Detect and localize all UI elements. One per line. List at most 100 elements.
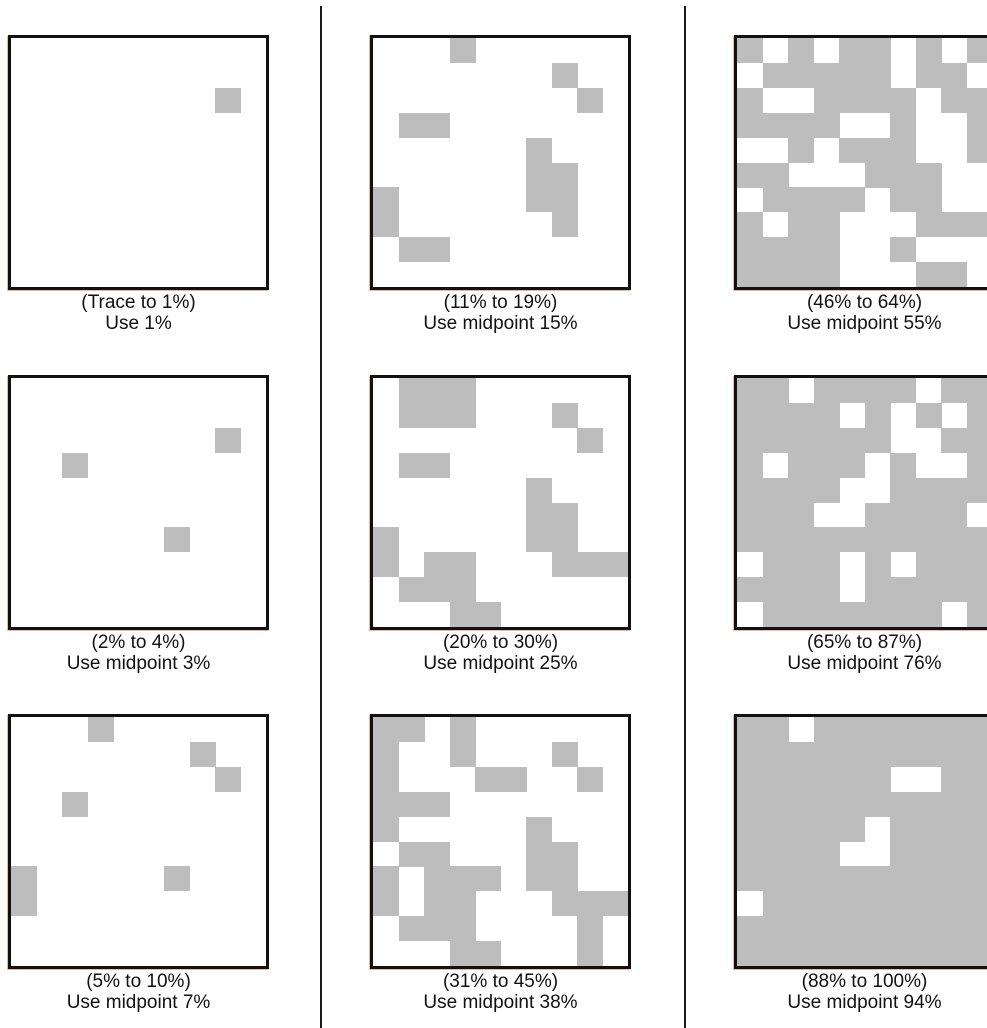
filled-cell (737, 237, 763, 263)
coverage-panel: (65% to 87%) Use midpoint 76% (734, 375, 987, 680)
filled-cell (449, 941, 476, 966)
panel-caption: (2% to 4%) Use midpoint 3% (0, 632, 279, 674)
range-label: (Trace to 1%) (81, 292, 196, 313)
filled-cell (577, 891, 603, 917)
filled-cell (788, 112, 814, 138)
filled-cell (839, 916, 865, 942)
filled-cell (788, 187, 814, 213)
filled-cell (839, 941, 865, 966)
filled-cell (577, 552, 603, 578)
coverage-grid (734, 35, 987, 290)
filled-cell (526, 477, 552, 503)
filled-cell (577, 427, 603, 453)
filled-cell (449, 741, 476, 767)
use-label: Use midpoint 38% (423, 992, 578, 1013)
filled-cell (966, 866, 987, 892)
filled-cell (864, 378, 891, 403)
filled-cell (813, 378, 840, 403)
filled-cell (737, 941, 763, 966)
filled-cell (839, 137, 865, 163)
filled-cell (551, 62, 578, 88)
filled-cell (762, 866, 789, 892)
coverage-panel: (2% to 4%) Use midpoint 3% (8, 375, 269, 680)
filled-cell (864, 891, 891, 917)
filled-cell (788, 137, 814, 163)
filled-cell (762, 187, 789, 213)
filled-cell (813, 262, 840, 287)
filled-cell (813, 791, 840, 817)
filled-cell (941, 427, 967, 453)
filled-cell (762, 717, 789, 742)
filled-cell (788, 916, 814, 942)
filled-cell (788, 502, 814, 528)
coverage-grid (734, 375, 987, 630)
filled-cell (890, 816, 916, 842)
filled-cell (813, 766, 840, 792)
filled-cell (577, 916, 603, 942)
range-label: (46% to 64%) (806, 292, 923, 313)
panel-caption: (46% to 64%) Use midpoint 55% (724, 292, 987, 334)
filled-cell (890, 577, 916, 603)
filled-cell (602, 552, 628, 578)
filled-cell (551, 162, 578, 188)
filled-cell (737, 262, 763, 287)
coverage-grid (370, 35, 631, 290)
filled-cell (813, 717, 840, 742)
filled-cell (864, 791, 891, 817)
filled-cell (62, 791, 88, 817)
filled-cell (737, 502, 763, 528)
coverage-panel: (46% to 64%) Use midpoint 55% (734, 35, 987, 340)
filled-cell (890, 717, 916, 742)
filled-cell (737, 791, 763, 817)
filled-cell (577, 87, 603, 113)
filled-cell (737, 452, 763, 478)
filled-cell (788, 38, 814, 63)
filled-cell (966, 766, 987, 792)
filled-cell (788, 452, 814, 478)
filled-cell (475, 941, 501, 966)
filled-cell (915, 502, 942, 528)
coverage-grid (8, 35, 269, 290)
filled-cell (941, 577, 967, 603)
filled-cell (164, 866, 190, 892)
filled-cell (839, 38, 865, 63)
use-label: Use midpoint 7% (66, 992, 211, 1013)
filled-cell (864, 866, 891, 892)
filled-cell (762, 162, 789, 188)
filled-cell (475, 766, 501, 792)
filled-cell (864, 552, 891, 578)
filled-cell (890, 378, 916, 403)
panel-caption: (20% to 30%) Use midpoint 25% (360, 632, 641, 674)
coverage-panel: (88% to 100%) Use midpoint 94% (734, 714, 987, 1019)
filled-cell (526, 816, 552, 842)
coverage-panel: (11% to 19%) Use midpoint 15% (370, 35, 631, 340)
filled-cell (813, 916, 840, 942)
use-label: Use midpoint 15% (423, 313, 578, 334)
filled-cell (762, 237, 789, 263)
filled-cell (941, 262, 967, 287)
filled-cell (813, 816, 840, 842)
filled-cell (62, 452, 88, 478)
filled-cell (788, 941, 814, 966)
filled-cell (737, 477, 763, 503)
filled-cell (398, 378, 425, 403)
filled-cell (813, 741, 840, 767)
filled-cell (449, 378, 476, 403)
filled-cell (864, 941, 891, 966)
range-label: (31% to 45%) (442, 971, 559, 992)
filled-cell (966, 891, 987, 917)
filled-cell (215, 87, 241, 113)
filled-cell (762, 262, 789, 287)
filled-cell (839, 62, 865, 88)
filled-cell (813, 87, 840, 113)
filled-cell (839, 891, 865, 917)
filled-cell (864, 741, 891, 767)
filled-cell (373, 187, 399, 213)
filled-cell (551, 552, 578, 578)
filled-cell (915, 741, 942, 767)
filled-cell (915, 402, 942, 428)
filled-cell (762, 602, 789, 627)
filled-cell (966, 427, 987, 453)
coverage-panel: (31% to 45%) Use midpoint 38% (370, 714, 631, 1019)
filled-cell (526, 527, 552, 553)
